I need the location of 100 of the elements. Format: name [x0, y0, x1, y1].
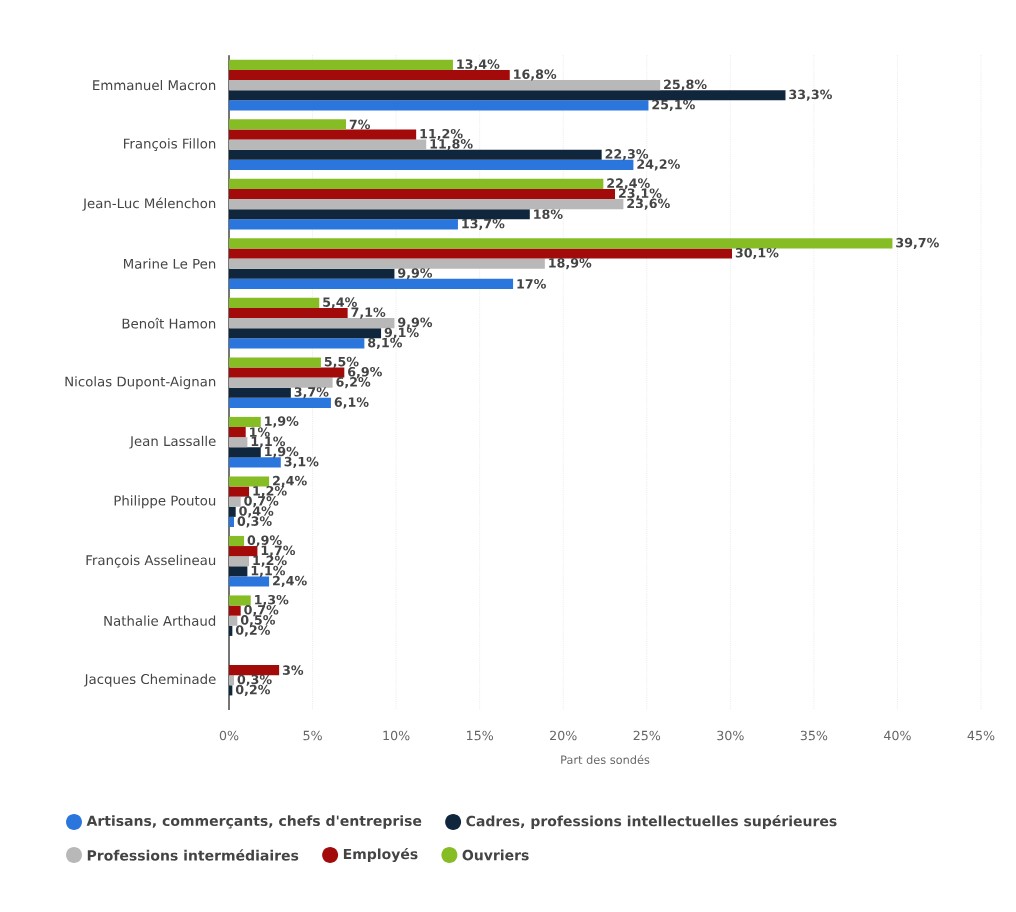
data-label: 7% [349, 119, 371, 130]
data-label: 0,4% [239, 506, 274, 518]
data-label: 13,7% [462, 218, 505, 230]
data-label: 0,9% [247, 535, 282, 547]
x-tick-label: 30% [717, 730, 744, 741]
bar [229, 248, 733, 259]
bar [229, 506, 236, 517]
x-tick-label: 35% [800, 730, 828, 741]
data-label: 5,4% [323, 297, 357, 309]
bar [229, 188, 616, 200]
data-label: 1,3% [255, 594, 289, 607]
y-tick-label: Nicolas Dupont-Aignan [65, 376, 216, 390]
bar [229, 119, 346, 130]
data-label: 39,7% [896, 237, 939, 249]
bar [229, 100, 649, 111]
data-label: 0,2% [235, 625, 271, 637]
data-label: 30,1% [735, 247, 779, 260]
data-label: 3,1% [284, 456, 319, 469]
data-label: 1% [250, 427, 270, 437]
data-label: 2,4% [273, 575, 307, 588]
y-tick-label: François Asselineau [86, 554, 216, 568]
bar [229, 476, 270, 487]
data-label: 0,7% [244, 496, 279, 508]
data-label: 11,8% [430, 139, 473, 151]
data-label: 1,2% [253, 485, 287, 498]
x-tick-label: 45% [967, 730, 995, 741]
x-tick-label: 0% [219, 730, 239, 741]
bar [229, 387, 291, 398]
data-label: 9,9% [398, 317, 433, 329]
bar [229, 457, 281, 468]
bar [229, 297, 320, 308]
data-label: 9,1% [384, 327, 419, 339]
data-label: 1,9% [265, 416, 299, 428]
data-label: 18% [534, 209, 563, 220]
data-label: 1,1% [251, 436, 286, 448]
legend-label: Ouvriers [462, 849, 529, 861]
bar [229, 178, 604, 189]
data-label: 7,1% [351, 307, 386, 319]
bar [229, 605, 241, 616]
data-label: 1,2% [253, 555, 287, 567]
bar [229, 546, 258, 557]
y-tick-label: Marine Le Pen [124, 258, 216, 269]
legend-label: Cadres, professions intellectuelles supérieures [466, 814, 837, 830]
legend-label: Professions intermédiaires [87, 849, 299, 861]
x-axis-title: Part des sondés [561, 754, 650, 765]
legend-label: Artisans, commerçants, chefs d'entreprise [86, 815, 422, 829]
bar [229, 486, 250, 497]
data-label: 5,5% [324, 356, 359, 369]
bar [229, 129, 417, 140]
data-label: 23,1% [618, 188, 662, 200]
bar [229, 219, 458, 230]
data-label: 11,2% [420, 128, 463, 141]
data-label: 2,4% [273, 475, 307, 488]
data-label: 0,3% [237, 516, 272, 528]
data-label: 24,2% [637, 159, 680, 171]
bar [229, 59, 453, 70]
data-label: 9,9% [398, 268, 433, 280]
bar [229, 595, 251, 606]
data-label: 18,9% [549, 258, 592, 270]
data-label: 1,9% [265, 446, 299, 458]
data-label: 22,4% [607, 178, 650, 190]
x-tick-label: 5% [303, 730, 322, 741]
bar [229, 416, 261, 428]
bar [229, 377, 333, 388]
y-tick-label: Benoît Hamon [122, 317, 216, 329]
data-label: 8,1% [368, 337, 403, 349]
data-label: 3% [282, 665, 304, 675]
bar [229, 80, 661, 91]
x-tick-label: 10% [383, 730, 410, 741]
y-tick-label: Jean Lassalle [129, 435, 216, 449]
x-tick-label: 25% [633, 730, 661, 741]
bar [229, 615, 238, 626]
bar [229, 566, 248, 577]
bar [229, 576, 270, 587]
bar [229, 307, 348, 319]
bar [229, 516, 235, 527]
y-tick-label: Jean-Luc Mélenchon [82, 197, 216, 211]
bar [229, 328, 382, 339]
data-label: 22,3% [605, 149, 649, 161]
bar [229, 209, 530, 220]
data-label: 23,6% [627, 198, 670, 210]
bar [229, 665, 280, 676]
data-label: 0,7% [244, 605, 279, 617]
bar [229, 535, 245, 547]
data-label: 6,1% [334, 397, 369, 409]
bar [229, 268, 395, 279]
bar [229, 278, 514, 289]
bar [229, 238, 893, 249]
bar [229, 447, 261, 458]
data-label: 33,3% [789, 89, 832, 101]
bar [229, 338, 365, 349]
data-label: 13,4% [457, 59, 500, 71]
y-tick-label: Jacques Cheminade [83, 673, 216, 687]
y-tick-label: Nathalie Arthaud [104, 615, 216, 626]
y-tick-label: Philippe Poutou [114, 495, 216, 509]
y-tick-label: François Fillon [124, 138, 216, 151]
bar [229, 496, 241, 507]
bar [229, 357, 321, 368]
bar [229, 437, 248, 448]
bar [229, 556, 250, 567]
